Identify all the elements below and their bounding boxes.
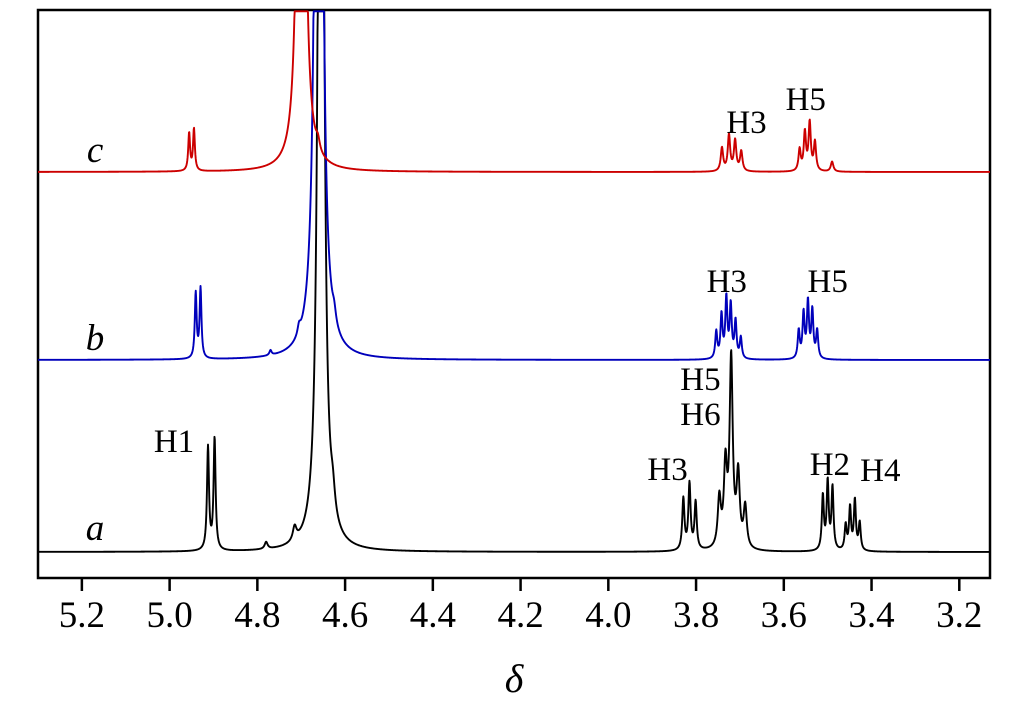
x-axis-tick-label: 3.2 bbox=[936, 595, 982, 636]
peak-label-a-H4: H4 bbox=[860, 453, 900, 489]
x-axis-tick-label: 4.2 bbox=[497, 595, 543, 636]
x-axis-tick-label: 4.4 bbox=[410, 595, 456, 636]
peak-label-c-H3: H3 bbox=[726, 105, 766, 141]
peak-label-c-H5: H5 bbox=[786, 82, 826, 118]
peak-label-a-H1: H1 bbox=[154, 424, 194, 460]
peak-label-a-H3: H3 bbox=[647, 452, 687, 488]
x-axis-tick-label: 3.8 bbox=[673, 595, 719, 636]
peak-label-b-H3: H3 bbox=[707, 264, 747, 300]
peak-label-b-H5: H5 bbox=[808, 264, 848, 300]
x-axis-tick-label: 4.6 bbox=[322, 595, 368, 636]
peak-label-a-H6: H6 bbox=[680, 397, 720, 433]
x-axis-tick-label: 4.8 bbox=[234, 595, 280, 636]
plot-frame bbox=[36, 8, 992, 580]
x-axis-tick-label: 3.4 bbox=[848, 595, 894, 636]
x-axis-tick-label: 5.0 bbox=[146, 595, 192, 636]
x-axis-tick-label: 4.0 bbox=[585, 595, 631, 636]
spectrum-trace-a bbox=[37, 10, 991, 553]
x-axis-title: δ bbox=[505, 656, 525, 701]
x-axis-tick-label: 5.2 bbox=[59, 595, 105, 636]
spectrum-trace-c bbox=[37, 10, 991, 173]
peak-label-a-H2: H2 bbox=[810, 447, 850, 483]
spectrum-trace-b bbox=[37, 10, 991, 361]
x-axis-tick-label: 3.6 bbox=[761, 595, 807, 636]
trace-label-a: a bbox=[86, 508, 105, 549]
trace-label-c: c bbox=[87, 130, 104, 171]
trace-label-b: b bbox=[86, 318, 105, 359]
peak-label-a-H5: H5 bbox=[680, 362, 720, 398]
